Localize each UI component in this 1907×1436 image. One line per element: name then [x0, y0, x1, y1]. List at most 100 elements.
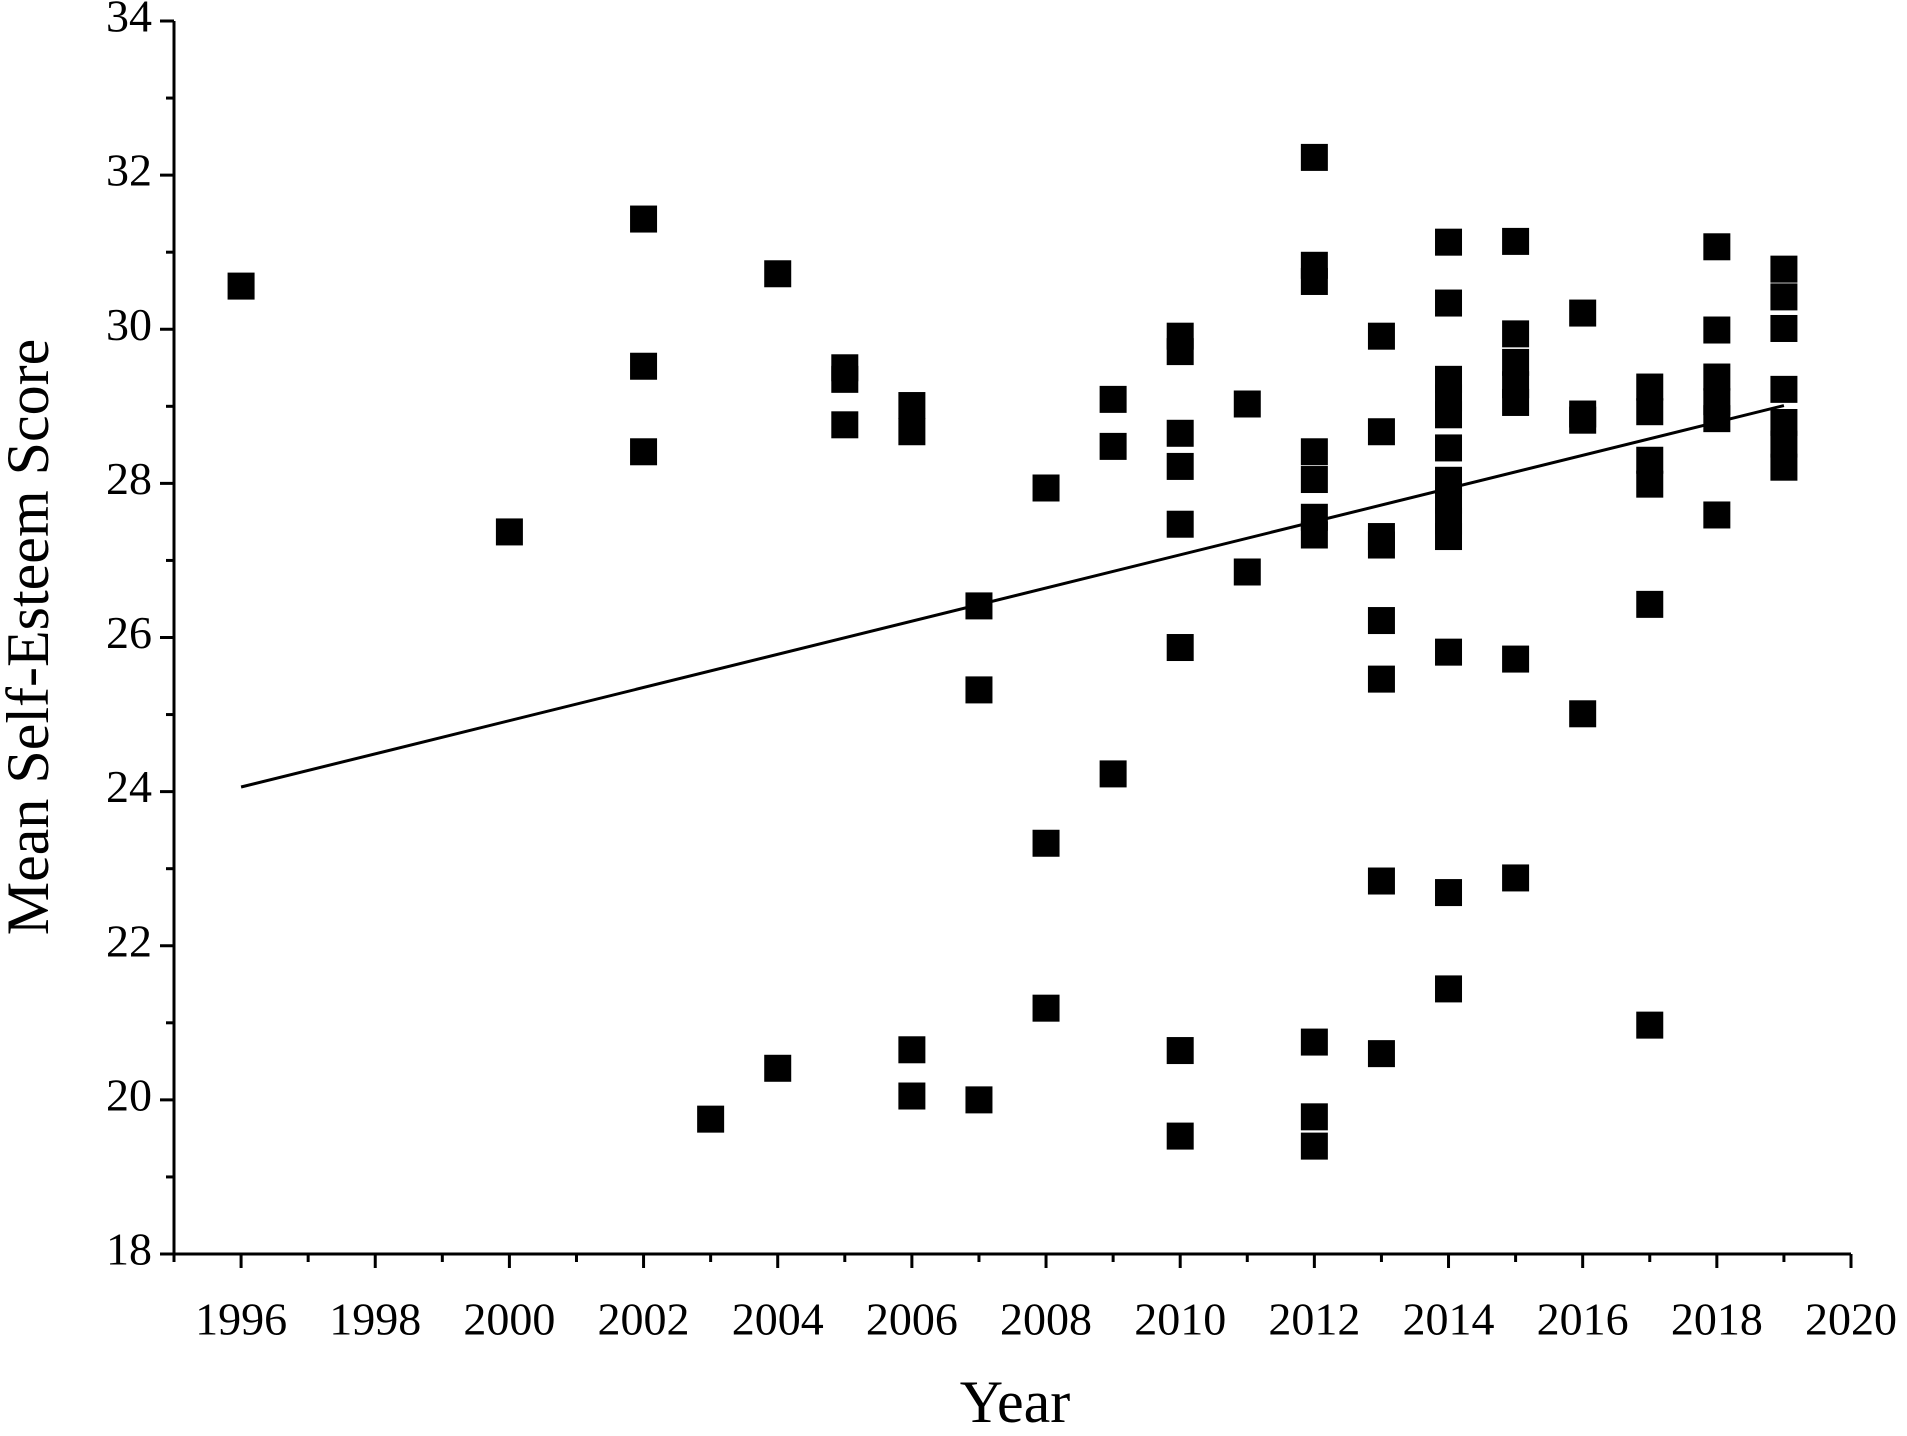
point [1770, 314, 1798, 342]
point [1703, 501, 1731, 529]
point [898, 392, 926, 420]
point [1233, 390, 1261, 418]
x-tick-label: 2012 [1268, 1294, 1360, 1345]
point [764, 1054, 792, 1082]
point [1300, 1028, 1328, 1056]
point [1367, 867, 1395, 895]
point [1300, 466, 1328, 494]
point [1166, 1037, 1194, 1065]
point [227, 272, 255, 300]
point [1502, 864, 1530, 892]
point [1367, 531, 1395, 559]
point [1367, 1040, 1395, 1068]
point [898, 418, 926, 446]
point [1367, 607, 1395, 635]
point [1636, 470, 1664, 498]
y-tick-label: 34 [106, 0, 152, 42]
point [1032, 994, 1060, 1022]
point [1636, 373, 1664, 401]
trend-line [240, 404, 1785, 789]
point [1233, 558, 1261, 586]
point [831, 365, 859, 393]
point [1435, 638, 1463, 666]
x-tick-label: 2020 [1805, 1294, 1897, 1345]
point [1435, 289, 1463, 317]
point [1367, 665, 1395, 693]
x-tick-label: 2002 [598, 1294, 690, 1345]
point [1300, 1132, 1328, 1160]
point [1502, 388, 1530, 416]
point [1636, 1011, 1664, 1039]
point [1166, 338, 1194, 366]
point [1770, 453, 1798, 481]
point [1300, 143, 1328, 171]
point [1099, 760, 1127, 788]
x-axis-title: Year [960, 1369, 1071, 1435]
y-tick-label: 24 [106, 761, 152, 812]
point [1770, 255, 1798, 283]
x-tick-label: 1998 [329, 1294, 421, 1345]
point [1367, 418, 1395, 446]
y-tick-label: 22 [106, 915, 152, 966]
point [1435, 879, 1463, 907]
y-tick-label: 26 [106, 607, 152, 658]
point [898, 1082, 926, 1110]
point [1166, 419, 1194, 447]
y-tick-label: 28 [106, 453, 152, 504]
y-tick-label: 32 [106, 145, 152, 196]
x-tick-label: 2006 [866, 1294, 958, 1345]
point [1099, 432, 1127, 460]
point [1770, 375, 1798, 403]
point [1502, 227, 1530, 255]
x-tick-label: 2000 [463, 1294, 555, 1345]
point [1636, 590, 1664, 618]
point [1435, 228, 1463, 256]
point [1703, 233, 1731, 261]
point [898, 1036, 926, 1064]
y-tick-label: 30 [106, 299, 152, 350]
point [630, 438, 658, 466]
point [1770, 283, 1798, 311]
point [1099, 385, 1127, 413]
point [1435, 975, 1463, 1003]
point [1502, 320, 1530, 348]
point [1703, 363, 1731, 391]
y-tick-label: 20 [106, 1069, 152, 1120]
point [1569, 299, 1597, 327]
point [1166, 634, 1194, 662]
point [965, 676, 993, 704]
x-tick-label: 2008 [1000, 1294, 1092, 1345]
x-tick-label: 2018 [1671, 1294, 1763, 1345]
point [1300, 521, 1328, 549]
x-tick-label: 2004 [732, 1294, 824, 1345]
point [1435, 434, 1463, 462]
point [1367, 322, 1395, 350]
point [697, 1105, 725, 1133]
point [1636, 446, 1664, 474]
point [1300, 438, 1328, 466]
point [965, 1086, 993, 1114]
point [1703, 316, 1731, 344]
point [630, 352, 658, 380]
x-tick-label: 2014 [1403, 1294, 1495, 1345]
point [1166, 1122, 1194, 1150]
point [1770, 430, 1798, 458]
point [1166, 452, 1194, 480]
point [1435, 401, 1463, 429]
point [1032, 829, 1060, 857]
x-tick-label: 2010 [1134, 1294, 1226, 1345]
y-axis-title: Mean Self-Esteem Score [0, 339, 61, 935]
point [764, 260, 792, 288]
point [1569, 700, 1597, 728]
point [1300, 267, 1328, 295]
x-tick-label: 1996 [195, 1294, 287, 1345]
point [831, 411, 859, 439]
point [1569, 406, 1597, 434]
point [1636, 398, 1664, 426]
point [1300, 1103, 1328, 1131]
point [1166, 510, 1194, 538]
point [630, 205, 658, 233]
x-tick-label: 2016 [1537, 1294, 1629, 1345]
